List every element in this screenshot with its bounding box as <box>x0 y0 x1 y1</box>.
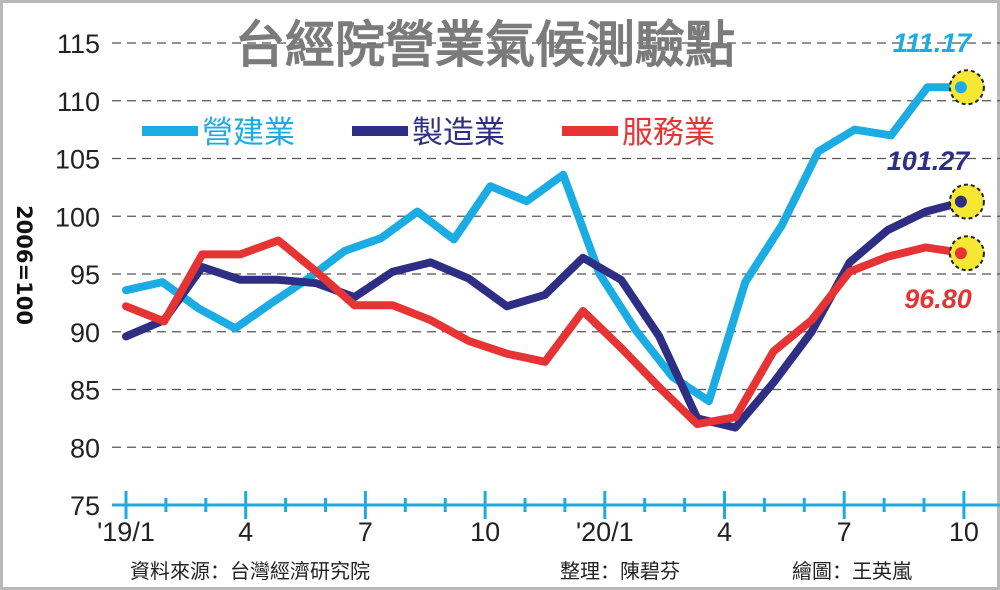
legend-swatch-manufacturing <box>352 126 408 136</box>
endpoint-dot-manufacturing <box>954 195 967 208</box>
x-tick-label-2020-01: '20/1 <box>576 517 634 547</box>
series-line-construction <box>122 83 968 406</box>
x-tick-label-2019-10: 10 <box>470 517 500 547</box>
x-tick-label-2019-07: 7 <box>358 517 373 547</box>
x-tick-label-2020-04: 4 <box>717 517 732 547</box>
y-axis-label: 2006=100 <box>12 205 36 325</box>
x-tick-label-2020-07: 7 <box>837 517 852 547</box>
legend-label-construction: 營建業 <box>202 115 295 151</box>
legend-label-manufacturing: 製造業 <box>412 115 505 151</box>
x-tick-label-2020-10: 10 <box>949 517 979 547</box>
y-tick-label-85: 85 <box>70 376 100 406</box>
credit-source: 資料來源：台灣經濟研究院 <box>130 559 370 583</box>
callout-services: 96.80 <box>904 284 972 314</box>
y-tick-label-100: 100 <box>55 202 100 232</box>
legend-swatch-construction <box>142 126 198 136</box>
chart-title: 台經院營業氣候測驗點 <box>235 16 735 74</box>
y-tick-label-110: 110 <box>57 87 100 117</box>
y-tick-label-90: 90 <box>70 318 100 348</box>
credit-compiled: 整理：陳碧芬 <box>560 559 680 583</box>
endpoint-dot-construction <box>954 81 967 94</box>
legend-swatch-services <box>562 126 618 136</box>
legend-label-services: 服務業 <box>622 115 715 151</box>
legend: 營建業 製造業 服務業 <box>142 115 715 151</box>
endpoint-dot-services <box>954 247 967 260</box>
series-line-services <box>122 236 968 429</box>
y-tick-label-95: 95 <box>70 260 100 290</box>
callout-construction: 111.17 <box>893 28 974 58</box>
y-tick-label-115: 115 <box>57 29 100 59</box>
x-tick-label-2019-01: '19/1 <box>97 517 155 547</box>
credit-drawn: 繪圖：王英嵐 <box>792 559 912 583</box>
y-tick-label-105: 105 <box>55 145 100 175</box>
y-tick-label-80: 80 <box>70 433 100 463</box>
callout-manufacturing: 101.27 <box>887 146 972 176</box>
x-tick-label-2019-04: 4 <box>238 517 253 547</box>
y-tick-label-75: 75 <box>70 491 100 521</box>
